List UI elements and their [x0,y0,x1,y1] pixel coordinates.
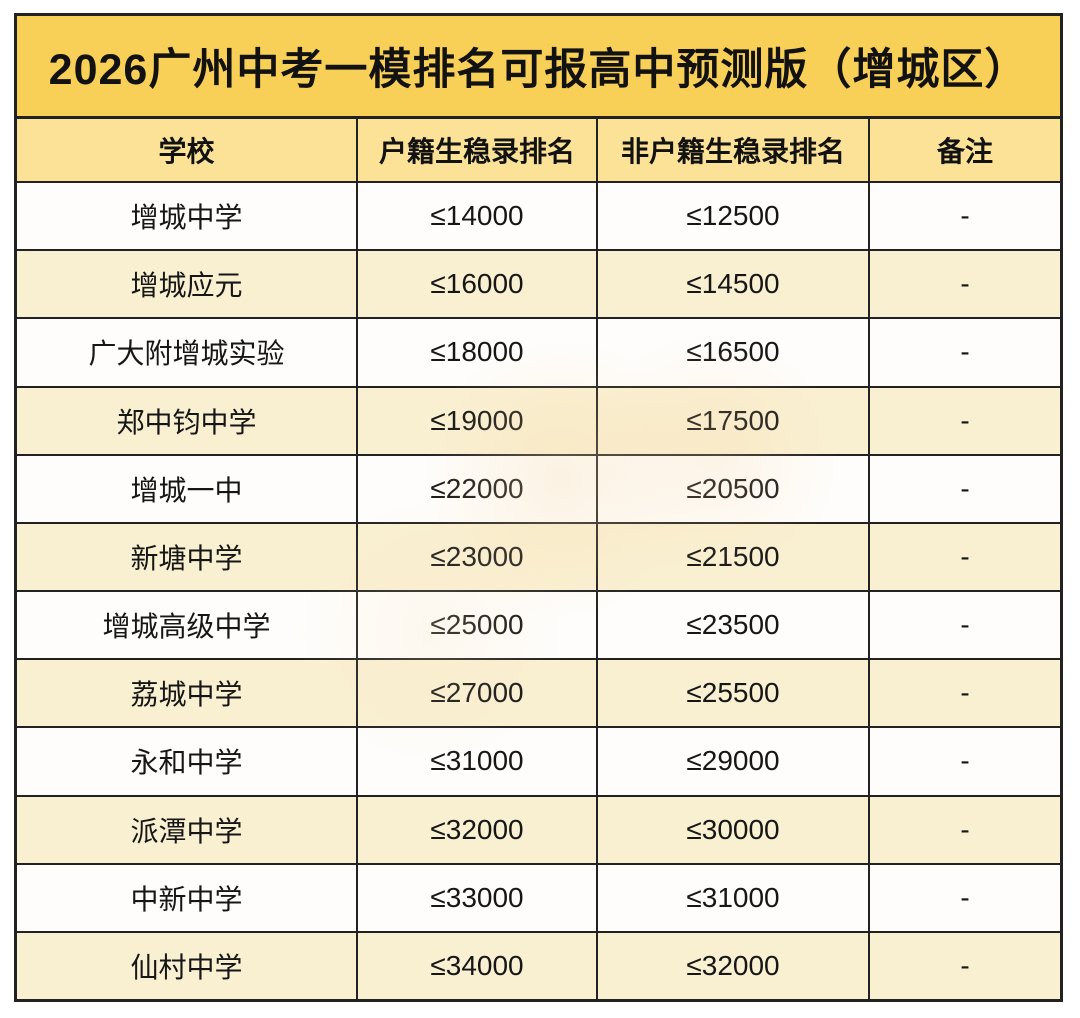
cell-resident-rank: ≤31000 [358,728,598,795]
cell-note: - [960,268,970,300]
table-header-row: 学校 户籍生稳录排名 非户籍生稳录排名 备注 [17,119,1060,183]
cell-school: 增城中学 [17,183,358,250]
cell-non-resident-rank: ≤30000 [598,796,870,863]
header-non-resident-rank: 非户籍生稳录排名 [598,119,870,181]
cell-resident-rank: ≤16000 [358,251,598,318]
cell-note: - [960,677,970,709]
table-row: 增城一中 ≤22000 ≤20500 - [17,455,1060,524]
table-title-band: 2026广州中考一模排名可报高中预测版（增城区） [17,16,1060,119]
cell-school: 增城高级中学 [17,592,358,659]
cell-note: - [960,404,970,436]
cell-resident-rank: ≤25000 [358,592,598,659]
cell-school: 荔城中学 [17,660,358,727]
cell-school: 永和中学 [17,728,358,795]
cell-non-resident-rank: ≤21500 [598,523,870,591]
cell-note: - [960,745,970,777]
cell-resident-rank: ≤32000 [358,796,598,863]
table-row: 仙村中学 ≤34000 ≤32000 - [17,932,1060,1000]
cell-resident-rank: ≤23000 [358,523,598,591]
header-note: 备注 [936,136,993,167]
cell-resident-rank: ≤34000 [358,932,598,1000]
table-row: 荔城中学 ≤27000 ≤25500 - [17,660,1060,729]
cell-note: - [960,540,970,572]
cell-note: - [960,813,970,845]
cell-note: - [960,949,970,981]
cell-non-resident-rank: ≤23500 [598,592,870,659]
cell-non-resident-rank: ≤16500 [598,319,870,386]
cell-school: 增城应元 [17,251,358,318]
table-row: 广大附增城实验 ≤18000 ≤16500 - [17,319,1060,388]
table-row: 永和中学 ≤31000 ≤29000 - [17,728,1060,797]
table-row: 郑中钧中学 ≤19000 ≤17500 - [17,387,1060,456]
cell-note: - [960,336,970,368]
cell-school: 增城一中 [17,455,358,522]
cell-non-resident-rank: ≤14500 [598,251,870,318]
table-row: 增城高级中学 ≤25000 ≤23500 - [17,592,1060,661]
table-row: 增城应元 ≤16000 ≤14500 - [17,251,1060,320]
header-resident-rank: 户籍生稳录排名 [358,119,598,181]
table-row: 新塘中学 ≤23000 ≤21500 - [17,523,1060,593]
cell-non-resident-rank: ≤31000 [598,864,870,931]
cell-school: 广大附增城实验 [17,319,358,386]
table-row: 中新中学 ≤33000 ≤31000 - [17,864,1060,933]
cell-school: 中新中学 [17,864,358,931]
cell-resident-rank: ≤22000 [358,455,598,522]
cell-resident-rank: ≤33000 [358,864,598,931]
cell-non-resident-rank: ≤25500 [598,660,870,727]
cell-resident-rank: ≤27000 [358,660,598,727]
table-row: 增城中学 ≤14000 ≤12500 - [17,183,1060,252]
cell-note: - [960,609,970,641]
cell-non-resident-rank: ≤32000 [598,932,870,1000]
cell-non-resident-rank: ≤29000 [598,728,870,795]
cell-non-resident-rank: ≤12500 [598,183,870,250]
header-school: 学校 [17,119,358,181]
cell-resident-rank: ≤19000 [358,387,598,454]
cell-note: - [960,200,970,232]
table-title: 2026广州中考一模排名可报高中预测版（增城区） [48,46,1029,94]
cell-resident-rank: ≤14000 [358,183,598,250]
cell-school: 新塘中学 [17,523,358,591]
cell-non-resident-rank: ≤20500 [598,455,870,522]
cell-note: - [960,472,970,504]
table-row: 派潭中学 ≤32000 ≤30000 - [17,796,1060,865]
cell-note: - [960,881,970,913]
cell-non-resident-rank: ≤17500 [598,387,870,454]
cell-school: 仙村中学 [17,932,358,1000]
prediction-table: 2026广州中考一模排名可报高中预测版（增城区） 学校 户籍生稳录排名 非户籍生… [14,13,1063,1002]
cell-school: 郑中钧中学 [17,387,358,454]
cell-school: 派潭中学 [17,796,358,863]
cell-resident-rank: ≤18000 [358,319,598,386]
